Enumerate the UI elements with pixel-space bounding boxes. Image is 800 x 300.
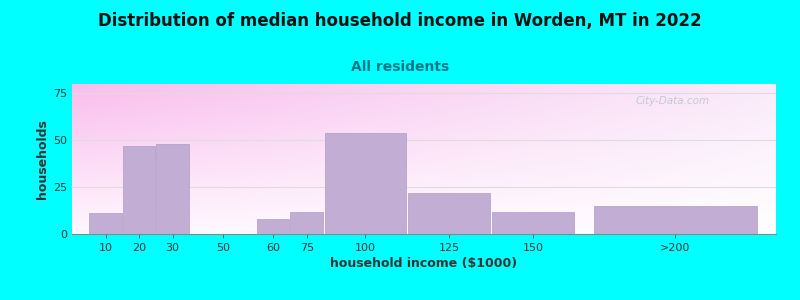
Bar bbox=[325, 133, 406, 234]
Bar bbox=[156, 144, 189, 234]
Bar bbox=[492, 212, 574, 234]
Bar bbox=[594, 206, 757, 234]
Bar bbox=[257, 219, 290, 234]
Y-axis label: households: households bbox=[36, 119, 49, 199]
Bar bbox=[409, 193, 490, 234]
Text: All residents: All residents bbox=[351, 60, 449, 74]
X-axis label: household income ($1000): household income ($1000) bbox=[330, 257, 518, 270]
Text: Distribution of median household income in Worden, MT in 2022: Distribution of median household income … bbox=[98, 12, 702, 30]
Bar bbox=[90, 213, 122, 234]
Bar bbox=[122, 146, 155, 234]
Text: City-Data.com: City-Data.com bbox=[635, 96, 710, 106]
Bar bbox=[290, 212, 323, 234]
